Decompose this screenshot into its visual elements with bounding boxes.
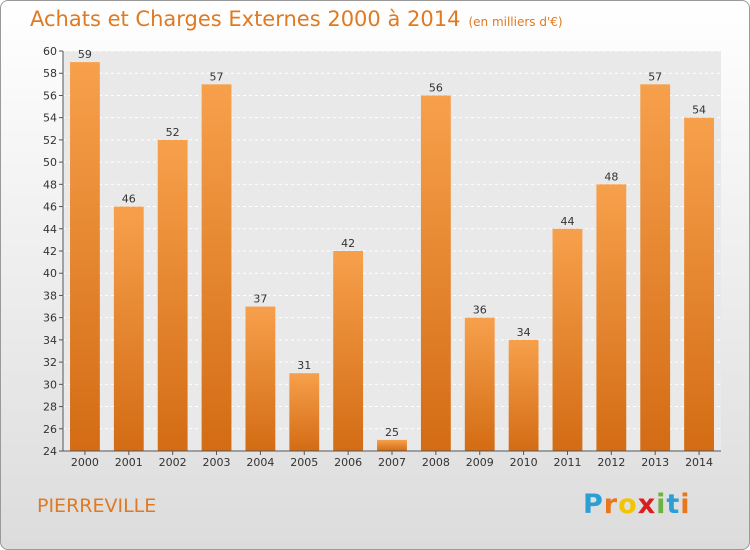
x-tick-label: 2010 bbox=[510, 456, 538, 469]
x-tick-label: 2011 bbox=[553, 456, 581, 469]
bar bbox=[420, 95, 451, 451]
title-text: Achats et Charges Externes 2000 à 2014 bbox=[30, 7, 461, 31]
data-label: 25 bbox=[385, 426, 399, 439]
x-tick-label: 2013 bbox=[641, 456, 669, 469]
y-tick-label: 54 bbox=[43, 112, 57, 125]
bar bbox=[157, 139, 188, 451]
bar bbox=[201, 84, 232, 451]
x-tick-label: 2009 bbox=[466, 456, 494, 469]
bar bbox=[552, 228, 583, 451]
data-label: 42 bbox=[341, 237, 355, 250]
data-label: 57 bbox=[210, 70, 224, 83]
x-tick-label: 2014 bbox=[685, 456, 713, 469]
logo-letter: r bbox=[603, 489, 619, 520]
data-label: 34 bbox=[517, 326, 531, 339]
x-tick-label: 2006 bbox=[334, 456, 362, 469]
x-tick-label: 2002 bbox=[159, 456, 187, 469]
y-tick-label: 60 bbox=[43, 45, 57, 58]
y-tick-label: 40 bbox=[43, 267, 57, 280]
bar bbox=[640, 84, 671, 451]
bar bbox=[70, 62, 100, 451]
x-tick-label: 2005 bbox=[290, 456, 318, 469]
y-tick-label: 34 bbox=[43, 334, 57, 347]
bar bbox=[596, 184, 627, 452]
x-tick-label: 2008 bbox=[422, 456, 450, 469]
x-tick-label: 2004 bbox=[246, 456, 274, 469]
bar bbox=[508, 339, 539, 451]
data-label: 59 bbox=[78, 48, 92, 61]
logo-letter: i bbox=[656, 489, 667, 520]
x-tick-label: 2007 bbox=[378, 456, 406, 469]
proxiti-logo: Proxiti bbox=[583, 489, 691, 520]
data-label: 56 bbox=[429, 81, 443, 94]
y-tick-label: 46 bbox=[43, 201, 57, 214]
data-label: 48 bbox=[604, 170, 618, 183]
logo-letter: P bbox=[583, 489, 604, 520]
data-label: 52 bbox=[166, 126, 180, 139]
x-tick-label: 2012 bbox=[597, 456, 625, 469]
data-label: 36 bbox=[473, 304, 487, 317]
logo-letter: t bbox=[666, 489, 681, 520]
place-name: PIERREVILLE bbox=[37, 495, 157, 517]
y-tick-label: 26 bbox=[43, 423, 57, 436]
bar bbox=[245, 306, 276, 451]
data-label: 37 bbox=[253, 293, 267, 306]
x-tick-label: 2000 bbox=[71, 456, 99, 469]
bar bbox=[464, 317, 495, 451]
y-tick-label: 32 bbox=[43, 356, 57, 369]
y-tick-label: 44 bbox=[43, 223, 57, 236]
logo-letter: o bbox=[618, 489, 638, 520]
bar bbox=[684, 117, 714, 452]
y-tick-label: 30 bbox=[43, 378, 57, 391]
bar bbox=[289, 373, 320, 451]
y-tick-label: 42 bbox=[43, 245, 57, 258]
x-tick-label: 2001 bbox=[115, 456, 143, 469]
chart-title: Achats et Charges Externes 2000 à 2014 (e… bbox=[30, 7, 563, 31]
y-tick-label: 24 bbox=[43, 445, 57, 458]
y-tick-label: 36 bbox=[43, 312, 57, 325]
data-label: 44 bbox=[560, 215, 574, 228]
bar bbox=[113, 206, 144, 451]
data-label: 31 bbox=[297, 359, 311, 372]
data-label: 46 bbox=[122, 193, 136, 206]
y-tick-label: 28 bbox=[43, 401, 57, 414]
bar bbox=[377, 439, 407, 451]
y-tick-label: 38 bbox=[43, 289, 57, 302]
chart-subtitle: (en milliers d'€) bbox=[468, 15, 563, 29]
y-tick-label: 56 bbox=[43, 89, 57, 102]
data-label: 57 bbox=[648, 70, 662, 83]
data-label: 54 bbox=[692, 104, 706, 117]
y-tick-label: 50 bbox=[43, 156, 57, 169]
y-tick-label: 48 bbox=[43, 178, 57, 191]
y-tick-label: 52 bbox=[43, 134, 57, 147]
logo-letter: i bbox=[680, 489, 691, 520]
y-tick-label: 58 bbox=[43, 67, 57, 80]
x-tick-label: 2003 bbox=[203, 456, 231, 469]
logo-letter: x bbox=[637, 489, 657, 520]
bar bbox=[333, 251, 364, 451]
